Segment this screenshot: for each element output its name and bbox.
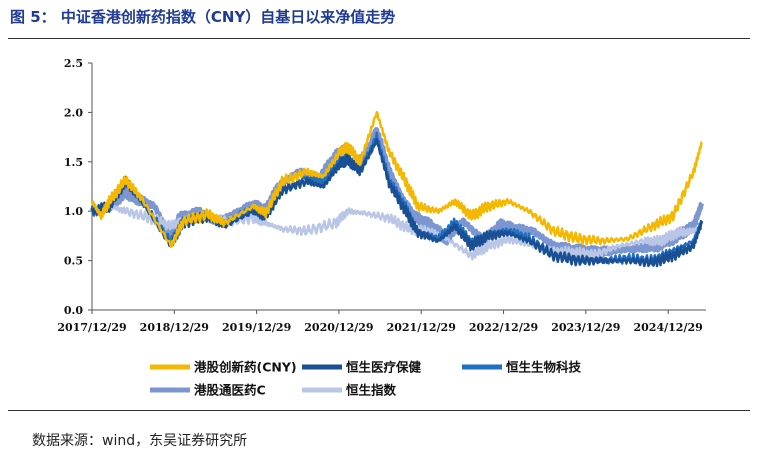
y-tick-label: 0.5 — [64, 255, 83, 268]
x-tick-label: 2019/12/29 — [222, 321, 291, 334]
y-tick-label: 1.5 — [64, 156, 83, 169]
bottom-rule — [8, 410, 750, 411]
y-tick-label: 0.0 — [64, 304, 83, 317]
x-tick-label: 2018/12/29 — [140, 321, 209, 334]
x-tick-label: 2022/12/29 — [469, 321, 538, 334]
y-tick-label: 2.5 — [64, 57, 83, 70]
legend-label: 港股通医药C — [194, 383, 266, 398]
x-tick-label: 2020/12/29 — [304, 321, 373, 334]
legend-label: 恒生指数 — [346, 383, 397, 398]
series-line — [90, 138, 704, 268]
source-note: 数据来源：wind，东吴证券研究所 — [32, 433, 248, 449]
x-tick-label: 2017/12/29 — [57, 321, 126, 334]
legend-label: 恒生医疗保健 — [346, 360, 422, 375]
x-tick-label: 2023/12/29 — [551, 321, 620, 334]
y-tick-label: 2.0 — [64, 106, 83, 119]
chart-series — [89, 110, 705, 268]
y-tick-label: 1.0 — [64, 205, 83, 218]
chart-axes: 0.0 0.5 1.0 1.5 2.0 2.5 2017/12/29 2018/12/29 20… — [57, 57, 706, 334]
top-rule — [8, 38, 750, 39]
series-line — [90, 110, 703, 249]
legend-label: 港股创新药(CNY) — [194, 360, 297, 375]
x-tick-label: 2021/12/29 — [387, 321, 456, 334]
figure-title: 图 5： 中证香港创新药指数（CNY）自基日以来净值走势 — [10, 8, 396, 26]
x-tick-label: 2024/12/29 — [634, 321, 703, 334]
legend-label: 恒生生物科技 — [506, 360, 582, 375]
